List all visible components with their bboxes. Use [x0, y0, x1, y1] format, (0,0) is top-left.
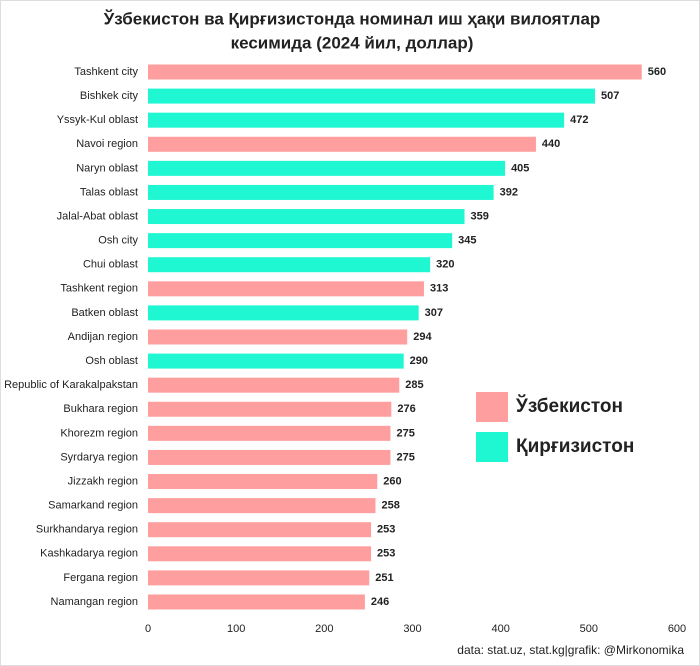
- legend-label: Ўзбекистон: [515, 395, 623, 417]
- y-tick-label: Fergana region: [63, 572, 138, 584]
- data-label: 253: [377, 524, 395, 536]
- data-label: 260: [383, 475, 401, 487]
- data-label: 313: [430, 283, 448, 295]
- y-tick-label: Talas oblast: [80, 186, 138, 198]
- legend-label: Қирғизистон: [516, 436, 634, 457]
- data-label: 290: [410, 355, 428, 367]
- data-label: 320: [436, 259, 454, 271]
- y-tick-label: Khorezm region: [60, 427, 138, 439]
- y-tick-label: Surkhandarya region: [36, 524, 138, 536]
- data-label: 294: [413, 331, 432, 343]
- chart-title: кесимида (2024 йил, доллар): [231, 33, 474, 52]
- y-tick-label: Tashkent city: [74, 66, 138, 78]
- bar: [148, 184, 494, 200]
- bar: [148, 594, 365, 610]
- bar: [148, 570, 370, 586]
- legend-swatch: [476, 392, 508, 422]
- data-label: 251: [375, 572, 393, 584]
- y-tick-label: Batken oblast: [71, 307, 138, 319]
- bar: [148, 498, 376, 514]
- y-tick-label: Syrdarya region: [60, 451, 138, 463]
- data-label: 276: [397, 403, 415, 415]
- y-tick-label: Jalal-Abat oblast: [57, 210, 138, 222]
- data-label: 345: [458, 235, 476, 247]
- x-tick-label: 500: [580, 623, 598, 635]
- x-tick-label: 400: [491, 623, 509, 635]
- bar: [148, 425, 391, 441]
- x-tick-label: 600: [668, 623, 686, 635]
- x-tick-label: 0: [145, 623, 151, 635]
- bar: [148, 136, 536, 152]
- bar: [148, 64, 642, 80]
- data-label: 440: [542, 138, 560, 150]
- data-label: 258: [381, 500, 399, 512]
- y-tick-label: Kashkadarya region: [40, 548, 138, 560]
- legend-swatch: [476, 432, 508, 462]
- data-label: 246: [371, 596, 389, 608]
- x-tick-label: 300: [403, 623, 421, 635]
- data-label: 285: [405, 379, 423, 391]
- data-label: 405: [511, 162, 529, 174]
- bar: [148, 160, 506, 176]
- chart-title: Ўзбекистон ва Қирғизистонда номинал иш ҳ…: [103, 8, 601, 28]
- bar: [148, 233, 453, 249]
- data-label: 253: [377, 548, 395, 560]
- y-tick-label: Republic of Karakalpakstan: [4, 379, 138, 391]
- bar: [148, 329, 408, 345]
- bar: [148, 353, 404, 369]
- bar: [148, 474, 378, 490]
- y-tick-label: Samarkand region: [48, 500, 138, 512]
- y-tick-label: Jizzakh region: [68, 475, 138, 487]
- bar: [148, 449, 391, 465]
- bar: [148, 112, 565, 128]
- y-tick-label: Naryn oblast: [76, 162, 138, 174]
- bar: [148, 209, 465, 225]
- data-label: 392: [500, 186, 518, 198]
- y-tick-label: Tashkent region: [60, 283, 138, 295]
- data-label: 472: [570, 114, 588, 126]
- data-label: 307: [425, 307, 443, 319]
- bar: [148, 305, 419, 321]
- bar: [148, 88, 596, 104]
- y-tick-label: Namangan region: [51, 596, 138, 608]
- y-tick-label: Osh oblast: [85, 355, 138, 367]
- data-label: 359: [471, 210, 489, 222]
- y-tick-label: Andijan region: [68, 331, 138, 343]
- bar: [148, 257, 431, 273]
- bar: [148, 546, 372, 562]
- x-tick-label: 100: [227, 623, 245, 635]
- bar: [148, 522, 372, 538]
- data-label: 275: [396, 427, 414, 439]
- source-note: data: stat.uz, stat.kg|grafik: @Mirkonom…: [457, 643, 684, 657]
- bar: [148, 281, 424, 297]
- x-tick-label: 200: [315, 623, 333, 635]
- y-tick-label: Osh city: [98, 235, 138, 247]
- y-tick-label: Navoi region: [76, 138, 138, 150]
- y-tick-label: Yssyk-Kul oblast: [57, 114, 138, 126]
- bar: [148, 401, 392, 417]
- y-tick-label: Chui oblast: [83, 259, 138, 271]
- data-label: 560: [648, 66, 666, 78]
- y-tick-label: Bukhara region: [63, 403, 138, 415]
- data-label: 507: [601, 90, 619, 102]
- data-label: 275: [396, 451, 414, 463]
- y-tick-label: Bishkek city: [80, 90, 139, 102]
- bar: [148, 377, 400, 393]
